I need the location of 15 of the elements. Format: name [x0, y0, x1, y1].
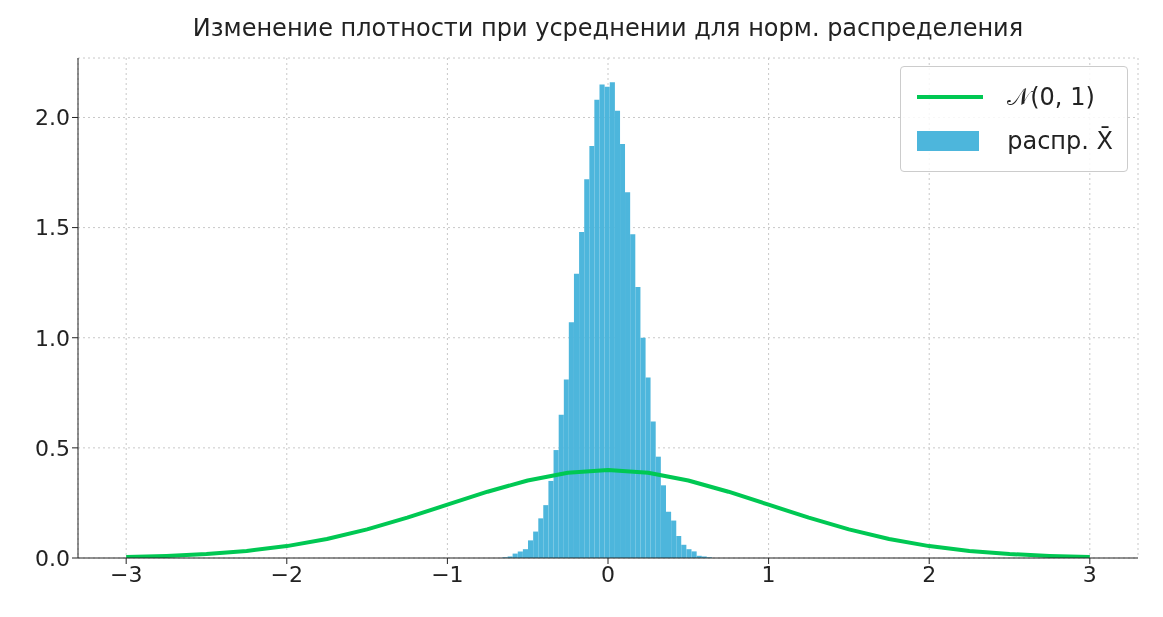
y-tick-label: 1.5 — [35, 215, 70, 241]
x-tick-label: 1 — [761, 561, 776, 587]
legend-label: распр. X̄ — [1007, 127, 1113, 155]
x-tick-label: 3 — [1082, 561, 1097, 587]
y-tick-label: 0.0 — [35, 545, 70, 571]
x-tick-label: −3 — [109, 561, 143, 587]
legend-label: 𝒩(0, 1) — [1007, 83, 1095, 111]
x-tick-label: 0 — [601, 561, 615, 587]
y-tick-label: 2.0 — [35, 105, 70, 131]
chart-title: Изменение плотности при усреднении для норм. распределения — [191, 13, 1025, 44]
x-tick-label: 2 — [922, 561, 937, 587]
y-tick-label: 0.5 — [35, 435, 70, 461]
x-tick-label: −1 — [431, 561, 464, 587]
y-tick-label: 1.0 — [35, 325, 70, 351]
x-tick-label: −2 — [270, 561, 304, 587]
